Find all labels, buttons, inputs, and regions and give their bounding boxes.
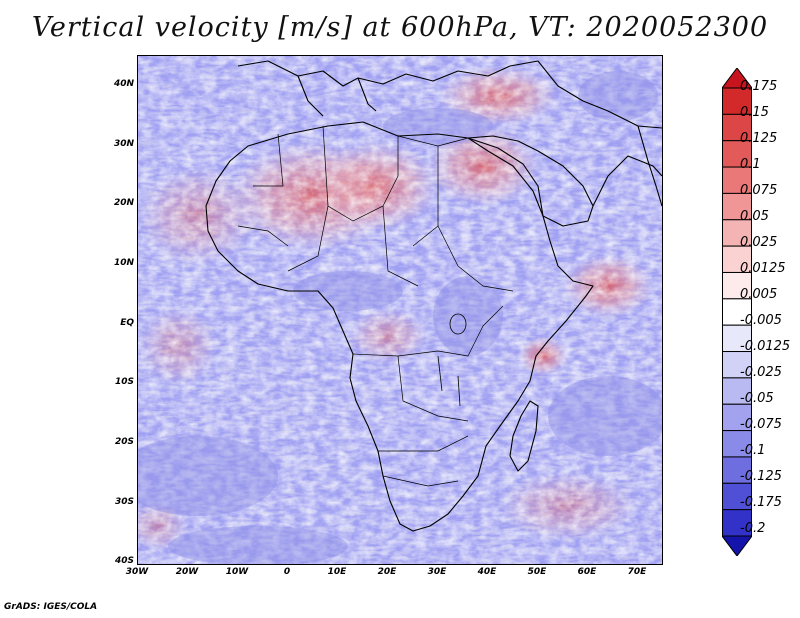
colorbar-label: 0.005 (740, 287, 778, 302)
coastlines (205, 60, 662, 532)
colorbar-segment (722, 430, 752, 458)
colorbar-label: -0.175 (740, 495, 782, 510)
colorbar-label: 0.075 (740, 183, 778, 198)
lon-tick-30e: 30E (427, 567, 447, 577)
colorbar-label: -0.005 (740, 313, 782, 328)
colorbar-label: -0.2 (740, 521, 766, 536)
negative-velocity-regions (138, 71, 662, 564)
lon-tick-20e: 20E (377, 567, 397, 577)
colorbar-label: 0.05 (740, 209, 769, 224)
plot-title: Vertical velocity [m/s] at 600hPa, VT: 2… (31, 12, 769, 43)
colorbar-segment (722, 113, 752, 142)
colorbar-segment (722, 166, 752, 194)
lat-tick-40n: 40N (113, 79, 134, 89)
colorbar-label: 0.1 (740, 157, 761, 172)
lat-tick-30n: 30N (113, 139, 134, 149)
colorbar-label: -0.025 (740, 365, 782, 380)
colorbar-segment (722, 377, 752, 405)
lakes (437, 313, 467, 407)
lat-tick-40s: 40S (114, 556, 134, 566)
lon-tick-60e: 60E (577, 567, 597, 577)
lat-tick-10n: 10N (113, 258, 134, 268)
colorbar-segment (722, 192, 752, 221)
lat-tick-10s: 10S (114, 377, 134, 387)
colorbar-label: -0.05 (740, 391, 774, 406)
colorbar-segment (722, 351, 752, 379)
lon-tick-10e: 10E (327, 567, 347, 577)
lon-tick-20w: 20W (175, 567, 199, 577)
colorbar-segment (722, 219, 752, 247)
lon-tick-30w: 30W (125, 567, 149, 577)
colorbar-label: 0.15 (740, 105, 769, 120)
colorbar-bottom-arrow (722, 535, 752, 556)
colorbar-segment (722, 271, 752, 300)
colorbar-label: -0.125 (740, 469, 782, 484)
lon-tick-70e: 70E (627, 567, 647, 577)
lat-tick-20s: 20S (114, 437, 134, 447)
lon-tick-50e: 50E (527, 567, 547, 577)
colorbar (722, 68, 752, 556)
colorbar-segment (722, 324, 752, 353)
colorbar-label: -0.075 (740, 417, 782, 432)
country-borders (237, 125, 514, 487)
lat-tick-30s: 30S (114, 497, 134, 507)
colorbar-label: -0.1 (740, 443, 766, 458)
lon-tick-0: 0 (283, 567, 291, 577)
lon-tick-40e: 40E (477, 567, 497, 577)
map-field (138, 56, 662, 564)
colorbar-label: -0.0125 (740, 339, 791, 354)
colorbar-segment (722, 140, 752, 168)
lat-tick-eq: EQ (120, 318, 134, 328)
colorbar-label: 0.125 (740, 131, 778, 146)
lat-tick-20n: 20N (113, 198, 134, 208)
credit-text: GrADS: IGES/COLA (4, 602, 98, 612)
lon-tick-10w: 10W (225, 567, 249, 577)
map-panel (137, 55, 663, 565)
colorbar-segment (722, 509, 752, 537)
colorbar-label: 0.0125 (740, 261, 786, 276)
colorbar-label: 0.175 (740, 79, 778, 94)
colorbar-label: 0.025 (740, 235, 778, 250)
